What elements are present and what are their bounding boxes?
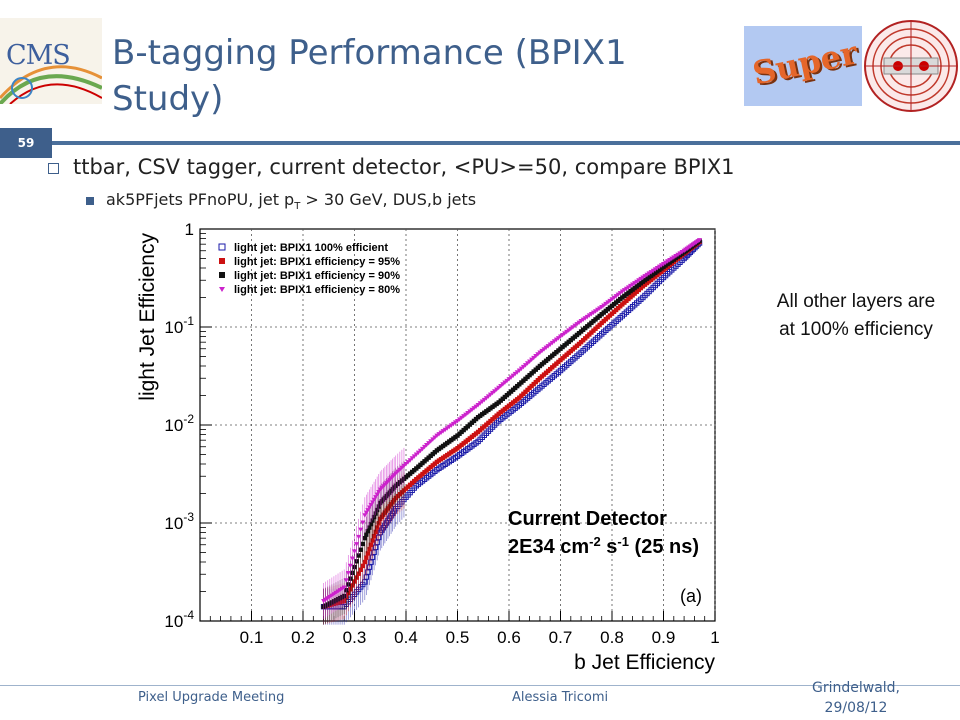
y-tick-label: 10-3 — [164, 510, 194, 533]
legend-marker-triangle — [219, 287, 225, 292]
side-note: All other layers are at 100% efficiency — [776, 291, 936, 340]
series-point-triangle — [697, 238, 703, 243]
x-tick-label: 0.2 — [291, 628, 315, 647]
series-point-filled-square — [362, 559, 367, 565]
legend-entry-label: light jet: BPIX1 100% efficient — [234, 242, 388, 254]
x-tick-label: 0.7 — [549, 628, 573, 647]
series-point-filled-square — [358, 567, 363, 572]
y-axis-title: light Jet Efficiency — [136, 233, 159, 401]
series-point-filled-square — [358, 547, 363, 552]
series-point-filled-square — [356, 571, 361, 576]
series-point-triangle — [352, 549, 357, 554]
footer-author: Alessia Tricomi — [512, 690, 609, 705]
series-point-filled-square — [368, 521, 374, 527]
x-tick-label: 0.1 — [240, 628, 264, 647]
x-tick-label: 1 — [710, 628, 719, 647]
efficiency-chart: 0.1 0.2 0.3 0.4 0.5 0.6 0.7 0.8 0.9 1 10-4 10-3 10-2… — [136, 220, 720, 674]
x-tick-label: 0.8 — [600, 628, 624, 647]
bullet-secondary: ak5PFjets PFnoPU, jet pT > 30 GeV, DUS,b… — [86, 190, 476, 212]
footer-divider — [0, 685, 960, 686]
cms-logo-text: CMS — [6, 40, 71, 71]
series-point-filled-square — [364, 555, 369, 560]
series-point-filled-square — [360, 541, 365, 547]
series-point-filled-square — [367, 546, 372, 552]
series-point-triangle — [354, 542, 360, 547]
series-point-filled-square — [365, 528, 371, 534]
detector-logo-icon — [864, 20, 958, 112]
bullet-secondary-text-a: ak5PFjets PFnoPU, jet p — [106, 190, 295, 209]
series-point-triangle — [341, 585, 347, 590]
legend-entry-label: light jet: BPIX1 efficiency = 90% — [234, 270, 400, 282]
title-divider — [52, 141, 960, 145]
legend-marker-open-square — [218, 243, 226, 251]
bullet-primary-text: ttbar, CSV tagger, current detector, <PU… — [73, 155, 735, 179]
series-point-filled-square — [370, 538, 375, 543]
y-tick-label: 1 — [185, 220, 194, 239]
legend-entry-label: light jet: BPIX1 efficiency = 95% — [234, 256, 400, 268]
x-tick-label: 0.3 — [343, 628, 367, 647]
legend-marker-filled-square — [219, 258, 225, 264]
bullet-secondary-subscript: T — [294, 201, 301, 213]
series-point-filled-square — [356, 553, 361, 558]
series-point-filled-square — [364, 532, 369, 537]
x-tick-label: 0.5 — [446, 628, 470, 647]
series-point-filled-square — [367, 525, 372, 530]
footer-date: Grindelwald, 29/08/12 — [811, 680, 900, 716]
x-tick-label: 0.4 — [394, 628, 418, 647]
super-logo: Super — [744, 26, 862, 106]
footer-meeting: Pixel Upgrade Meeting — [138, 690, 285, 705]
page-number-badge: 59 — [0, 128, 52, 158]
legend-marker-filled-square — [219, 272, 225, 278]
cms-logo: CMS — [0, 18, 102, 104]
bullet-secondary-text-b: > 30 GeV, DUS,b jets — [300, 190, 477, 209]
panel-label: (a) — [680, 586, 702, 606]
slide-title: B-tagging Performance (BPIX1 Study) — [112, 33, 627, 119]
series-point-filled-square — [370, 518, 375, 523]
series-point-filled-square — [360, 563, 365, 569]
y-tick-label: 10-1 — [164, 314, 194, 337]
bullet-filled-square-icon — [86, 196, 94, 205]
y-tick-label: 10-4 — [164, 608, 194, 631]
cms-logo-graphic — [0, 65, 102, 104]
annotation-luminosity: 2E34 cm-2 s-1 (25 ns) — [508, 534, 699, 559]
series-point-filled-square — [362, 535, 367, 541]
series-point-filled-square — [373, 529, 378, 535]
super-logo-text: Super — [749, 33, 861, 93]
series-point-triangle — [360, 520, 366, 525]
series-point-triangle — [345, 571, 351, 576]
series-point-triangle — [358, 527, 364, 533]
series-point-triangle — [343, 578, 349, 583]
series-point-filled-square — [371, 533, 377, 539]
series-point-filled-square — [368, 542, 374, 547]
legend-entry-label: light jet: BPIX1 efficiency = 80% — [234, 284, 400, 296]
bullet-primary: ttbar, CSV tagger, current detector, <PU… — [48, 155, 735, 179]
annotation-detector: Current Detector — [508, 508, 667, 530]
y-tick-label: 10-2 — [164, 412, 194, 435]
x-tick-label: 0.9 — [652, 628, 676, 647]
series-point-triangle — [349, 556, 355, 562]
series-point-filled-square — [365, 551, 371, 556]
x-tick-label: 0.6 — [497, 628, 521, 647]
series-point-triangle — [347, 563, 353, 569]
series-point-triangle — [356, 534, 362, 540]
x-axis-title: b Jet Efficiency — [574, 651, 715, 674]
bullet-square-icon — [48, 162, 59, 174]
